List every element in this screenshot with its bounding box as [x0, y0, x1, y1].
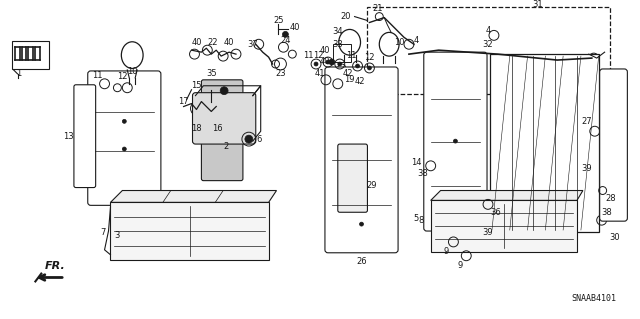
Text: 40: 40: [191, 38, 202, 47]
Circle shape: [282, 31, 289, 37]
Text: 40: 40: [224, 38, 234, 47]
Text: 9: 9: [444, 247, 449, 256]
Text: 3: 3: [115, 232, 120, 241]
Circle shape: [195, 106, 200, 111]
Text: 15: 15: [191, 81, 202, 90]
Circle shape: [245, 135, 253, 143]
Text: 32: 32: [483, 40, 493, 49]
Text: 26: 26: [356, 257, 367, 266]
Text: 11: 11: [303, 51, 314, 60]
Text: 12: 12: [117, 72, 127, 81]
Text: SNAAB4101: SNAAB4101: [572, 294, 616, 303]
Circle shape: [329, 59, 335, 65]
Text: 21: 21: [372, 4, 383, 13]
Text: 19: 19: [344, 75, 355, 84]
Polygon shape: [431, 200, 577, 252]
Circle shape: [220, 87, 228, 95]
Text: 40: 40: [320, 46, 330, 55]
FancyBboxPatch shape: [600, 69, 627, 221]
Circle shape: [453, 139, 458, 143]
Text: 28: 28: [605, 194, 616, 203]
Circle shape: [360, 222, 364, 226]
Circle shape: [122, 147, 126, 151]
Circle shape: [360, 159, 364, 163]
Text: 29: 29: [366, 181, 377, 190]
Text: 10: 10: [127, 67, 138, 77]
Circle shape: [356, 64, 360, 68]
Polygon shape: [431, 190, 583, 200]
FancyBboxPatch shape: [88, 71, 161, 205]
Text: 39: 39: [582, 164, 592, 173]
Text: 16: 16: [212, 124, 223, 133]
Text: 39: 39: [483, 227, 493, 236]
Text: 40: 40: [290, 23, 301, 32]
FancyBboxPatch shape: [325, 67, 398, 253]
Polygon shape: [111, 190, 276, 202]
Circle shape: [122, 119, 126, 123]
Text: 42: 42: [342, 70, 353, 78]
Text: FR.: FR.: [45, 261, 65, 271]
Text: 42: 42: [355, 77, 365, 86]
Text: 38: 38: [601, 208, 612, 217]
Text: 8: 8: [418, 216, 424, 225]
FancyBboxPatch shape: [338, 144, 367, 212]
Circle shape: [326, 60, 330, 64]
Text: 11: 11: [92, 71, 103, 80]
Text: 12: 12: [364, 53, 374, 62]
Text: 9: 9: [458, 261, 463, 270]
FancyBboxPatch shape: [202, 80, 243, 181]
Text: 12: 12: [313, 51, 323, 60]
Circle shape: [360, 206, 364, 210]
Bar: [490, 54, 598, 232]
Text: 33: 33: [332, 40, 343, 49]
Circle shape: [453, 198, 458, 202]
Text: 5: 5: [413, 214, 419, 223]
Circle shape: [338, 62, 342, 66]
Text: 2: 2: [223, 142, 228, 151]
Text: 36: 36: [490, 208, 501, 217]
Text: 20: 20: [340, 12, 351, 21]
Text: 25: 25: [273, 16, 284, 25]
Text: 24: 24: [280, 36, 291, 45]
Text: 40: 40: [320, 56, 330, 65]
Circle shape: [367, 66, 371, 70]
Text: 41: 41: [315, 70, 325, 78]
Text: 7: 7: [100, 227, 105, 236]
Text: 1: 1: [16, 70, 21, 78]
Polygon shape: [111, 202, 269, 260]
Text: 4: 4: [413, 36, 419, 45]
Text: 18: 18: [191, 124, 202, 133]
Text: 38: 38: [417, 169, 428, 178]
Text: 6: 6: [256, 135, 261, 144]
Text: 13: 13: [63, 132, 74, 141]
Text: 30: 30: [609, 234, 620, 242]
Text: 4: 4: [485, 26, 491, 35]
Text: 11: 11: [346, 51, 357, 60]
Text: 31: 31: [532, 0, 543, 9]
Text: 10: 10: [394, 38, 404, 47]
FancyBboxPatch shape: [424, 52, 487, 231]
FancyBboxPatch shape: [74, 85, 95, 188]
Bar: [367, 7, 609, 94]
FancyBboxPatch shape: [193, 93, 256, 144]
Text: 22: 22: [207, 38, 218, 47]
Text: 34: 34: [332, 27, 343, 36]
Text: 27: 27: [582, 117, 592, 126]
Bar: [12, 41, 49, 69]
Text: 17: 17: [179, 97, 189, 106]
Circle shape: [314, 62, 318, 66]
Text: 23: 23: [275, 70, 286, 78]
Text: 35: 35: [206, 70, 216, 78]
Bar: [333, 44, 351, 62]
Text: 14: 14: [411, 158, 421, 167]
Text: 37: 37: [248, 40, 258, 49]
